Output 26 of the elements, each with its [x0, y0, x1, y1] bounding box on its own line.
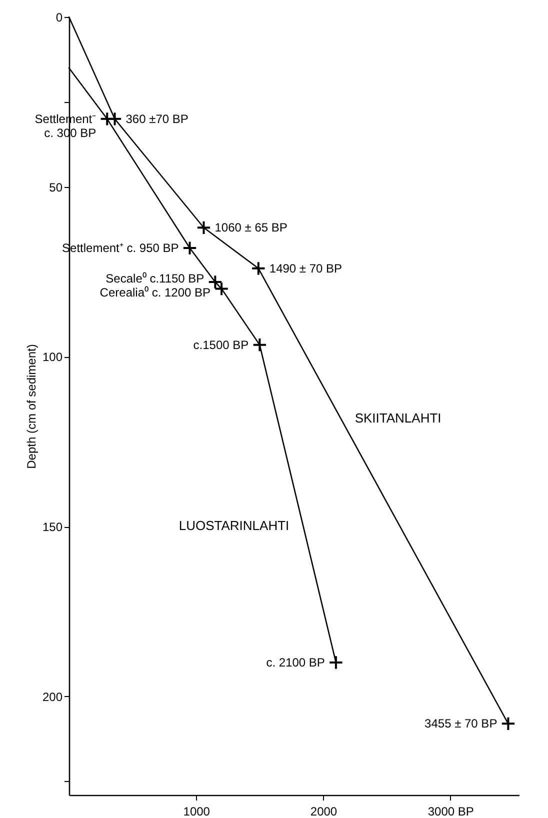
annotation: c. 2100 BP: [266, 656, 325, 670]
x-tick-label: 2000: [310, 804, 338, 818]
point: [100, 112, 114, 126]
y-tick-label: 50: [49, 180, 63, 194]
point: [252, 338, 268, 352]
x-tick-label: 1000: [183, 804, 210, 818]
point: [182, 240, 198, 256]
y-tick-label: 0: [56, 10, 63, 24]
y-axis-title: Depth (cm of sediment): [24, 344, 38, 469]
series-label: SKIITANLAHTI: [354, 410, 442, 426]
point: [196, 220, 212, 235]
x-tick-label: 3000 BP: [428, 804, 474, 818]
annotation: 360 ±70 BP: [126, 112, 188, 126]
y-tick-label: 200: [42, 690, 63, 704]
annotation: Cerealia⁰ c. 1200 BP: [100, 285, 211, 300]
annotation: 3455 ± 70 BP: [424, 716, 498, 731]
series-label: LUOSTARINLAHTI: [178, 518, 290, 533]
annotation: 1060 ± 65 BP: [214, 220, 288, 235]
annotation: Secale⁰ c.1150 BP: [106, 271, 204, 286]
annotation: c.1500 BP: [193, 338, 249, 352]
y-tick-label: 150: [42, 520, 63, 534]
y-tick-label: 100: [42, 350, 63, 364]
annotation: 1490 ± 70 BP: [269, 261, 342, 276]
point: [328, 655, 344, 670]
point: [500, 716, 516, 731]
point: [251, 261, 266, 276]
